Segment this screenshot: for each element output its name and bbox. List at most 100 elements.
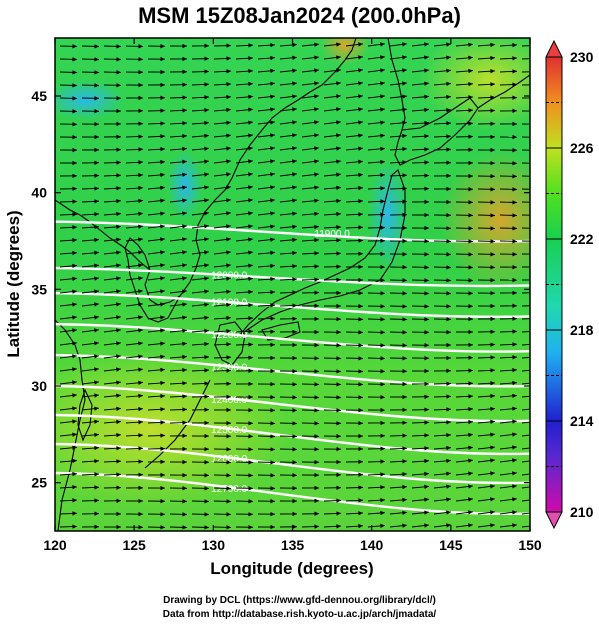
wind-arrow-head <box>358 369 363 374</box>
wind-arrow-head <box>138 211 143 216</box>
wind-arrow-head <box>512 523 517 528</box>
wind-arrow-head <box>490 42 495 48</box>
wind-arrow-head <box>314 120 319 125</box>
wind-arrow-head <box>72 173 77 179</box>
wind-arrow-head <box>116 406 121 412</box>
wind-arrow-head <box>336 472 341 478</box>
wind-arrow-head <box>402 510 407 515</box>
wind-arrow-head <box>270 55 275 61</box>
wind-arrow-head <box>534 458 539 462</box>
wind-arrow-head <box>358 420 363 426</box>
wind-arrow-head <box>512 69 517 74</box>
wind-arrow-head <box>270 263 275 269</box>
wind-arrow-head <box>138 185 143 191</box>
wind-arrow-head <box>94 380 99 385</box>
wind-arrow-head <box>468 42 473 47</box>
wind-arrow-head <box>534 381 539 385</box>
wind-arrow-head <box>138 95 143 101</box>
wind-arrow-head <box>534 70 539 74</box>
colorbar: 210 214 218 222 226 230 <box>545 39 594 530</box>
x-tick-label: 140 <box>360 537 384 553</box>
wind-arrow-head <box>358 343 363 348</box>
wind-arrow-head <box>358 317 363 322</box>
wind-arrow-head <box>380 146 385 152</box>
wind-arrow-head <box>292 237 297 243</box>
wind-arrow-shaft <box>521 499 530 502</box>
wind-arrow-head <box>336 316 341 322</box>
wind-arrow-head <box>204 95 209 100</box>
wind-arrow-head <box>446 81 451 87</box>
wind-arrow-head <box>138 198 143 204</box>
wind-arrow-head <box>270 524 275 530</box>
wind-arrow-head <box>116 211 121 217</box>
x-tick-label: 120 <box>43 537 67 553</box>
wind-arrow-head <box>160 485 165 491</box>
wind-arrow-head <box>402 459 407 464</box>
wind-arrow-head <box>182 420 187 425</box>
wind-arrow-head <box>424 173 429 178</box>
wind-arrow-head <box>248 355 253 360</box>
y-tick-label: 35 <box>31 281 47 297</box>
wind-arrow-head <box>402 497 407 503</box>
wind-arrow-head <box>292 524 297 529</box>
wind-arrow-head <box>116 302 121 307</box>
wind-arrow-head <box>160 315 165 320</box>
wind-arrow-head <box>94 341 99 346</box>
wind-arrow-head <box>424 55 429 60</box>
wind-arrow-head <box>160 420 165 425</box>
cold-anomaly-northwest <box>55 80 125 120</box>
wind-arrow-head <box>424 523 429 528</box>
wind-arrow-head <box>138 276 143 281</box>
wind-arrow-head <box>336 211 341 217</box>
wind-arrow-head <box>512 471 517 476</box>
map-plot-area: 11900.0 12000.0 12100.0 12200.0 12300.0 12400… <box>31 37 542 553</box>
wind-arrow-head <box>160 263 165 268</box>
wind-arrow-head <box>358 199 363 204</box>
wind-arrow-head <box>534 200 539 204</box>
wind-arrow-head <box>138 289 143 294</box>
wind-arrow-head <box>160 224 165 229</box>
wind-arrow-shaft <box>521 344 530 346</box>
wind-arrow-head <box>402 330 407 335</box>
wind-arrow-head <box>182 499 187 504</box>
wind-arrow-head <box>358 94 363 99</box>
wind-arrow-head <box>292 473 297 478</box>
wind-arrow-head <box>138 108 143 114</box>
wind-arrow-head <box>512 187 517 192</box>
wind-arrow-head <box>94 57 99 62</box>
wind-arrow-head <box>160 512 165 517</box>
wind-arrow-head <box>314 460 319 465</box>
colorbar-tick-label: 230 <box>570 49 594 65</box>
wind-arrow-head <box>490 329 495 334</box>
wind-arrow-head <box>534 510 539 514</box>
wind-arrow-head <box>424 42 429 47</box>
wind-arrow-head <box>160 302 165 307</box>
wind-arrow-head <box>512 303 517 309</box>
wind-arrow-head <box>116 328 121 333</box>
wind-arrow-head <box>402 278 407 283</box>
wind-arrow-head <box>292 94 297 99</box>
wind-arrow-head <box>72 406 77 411</box>
wind-arrow-head <box>248 263 253 268</box>
wind-arrow-head <box>182 108 187 113</box>
wind-arrow-head <box>182 486 187 491</box>
wind-arrow-head <box>490 342 495 347</box>
wind-arrow-head <box>314 303 319 309</box>
wind-arrow-head <box>226 172 231 177</box>
colorbar-tick-label: 210 <box>570 504 594 520</box>
coastlines <box>55 38 530 531</box>
wind-arrow-head <box>116 121 121 127</box>
wind-arrow-head <box>512 200 517 205</box>
wind-arrow-head <box>314 94 319 99</box>
wind-arrow-head <box>72 96 77 101</box>
wind-arrow-head <box>226 107 231 113</box>
wind-arrow-head <box>204 355 209 360</box>
wind-arrow-head <box>468 226 473 231</box>
wind-arrow-shaft <box>521 460 530 463</box>
wind-arrow-head <box>270 381 275 387</box>
wind-arrow-head <box>314 251 319 256</box>
wind-arrow-head <box>512 226 517 231</box>
wind-arrow-head <box>160 407 165 412</box>
wind-arrow-head <box>94 109 99 114</box>
